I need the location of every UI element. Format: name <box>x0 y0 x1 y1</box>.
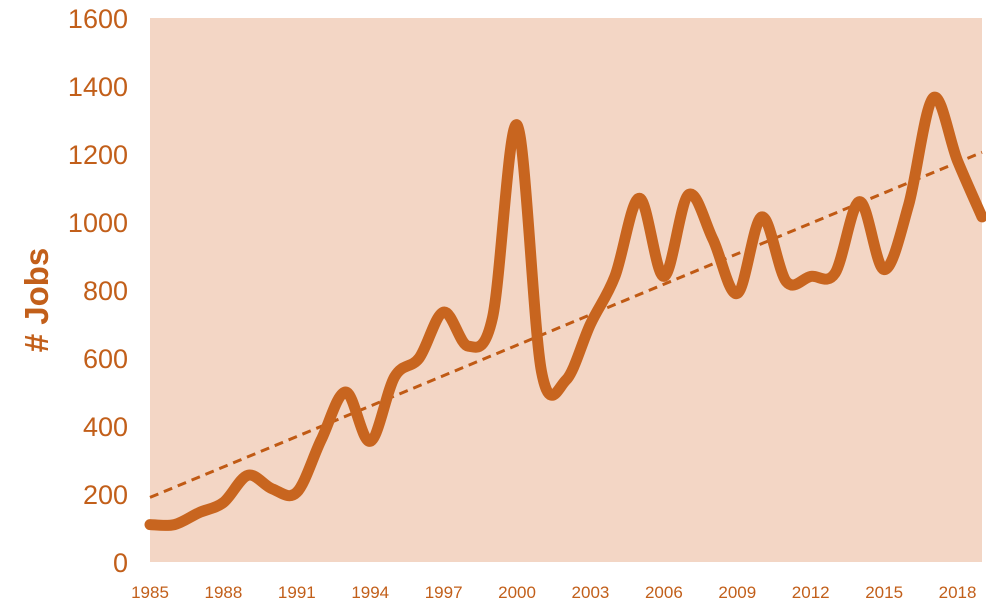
x-tick-label: 2012 <box>792 583 830 602</box>
x-tick-label: 2006 <box>645 583 683 602</box>
y-tick-label: 600 <box>83 344 128 374</box>
x-axis-ticks: 1985 1988 1991 1994 1997 2000 2003 2006 2009 2012… <box>131 583 976 602</box>
x-tick-label: 1985 <box>131 583 169 602</box>
x-tick-label: 2009 <box>718 583 756 602</box>
x-tick-label: 1988 <box>204 583 242 602</box>
trend-line <box>149 150 983 499</box>
x-tick-label: 2000 <box>498 583 536 602</box>
x-tick-label: 2018 <box>939 583 977 602</box>
y-tick-label: 0 <box>113 548 128 578</box>
x-tick-label: 2003 <box>572 583 610 602</box>
plot-area <box>150 18 982 562</box>
jobs-line <box>144 91 986 531</box>
y-tick-label: 1400 <box>68 72 128 102</box>
y-tick-label: 400 <box>83 412 128 442</box>
y-tick-label: 1600 <box>68 4 128 34</box>
y-tick-label: 800 <box>83 276 128 306</box>
y-tick-label: 1000 <box>68 208 128 238</box>
y-tick-label: 200 <box>83 480 128 510</box>
y-axis-ticks: 0 200 400 600 800 1000 1200 1400 1600 <box>68 4 128 578</box>
y-axis-label: # Jobs <box>18 248 55 353</box>
x-tick-label: 1991 <box>278 583 316 602</box>
x-tick-label: 1997 <box>425 583 463 602</box>
y-tick-label: 1200 <box>68 140 128 170</box>
x-tick-label: 2015 <box>865 583 903 602</box>
x-tick-label: 1994 <box>351 583 389 602</box>
